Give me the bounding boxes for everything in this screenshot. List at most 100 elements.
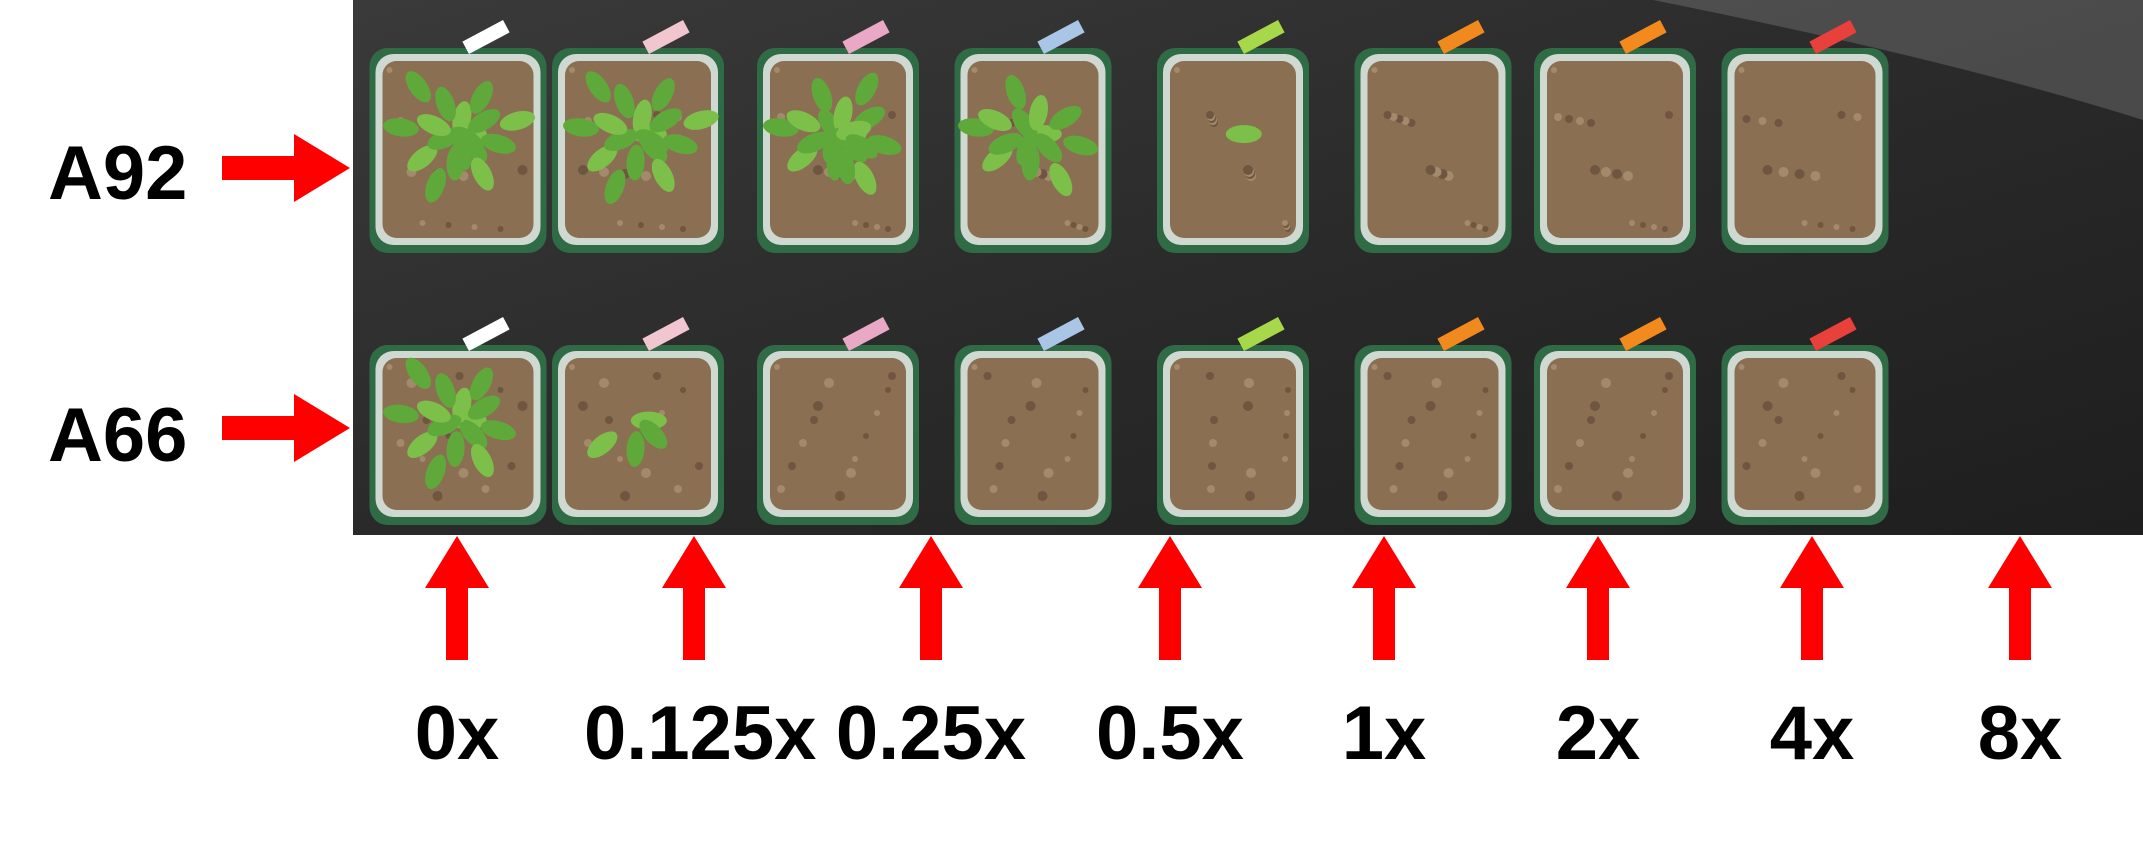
arrow-up-icon [1566, 536, 1630, 660]
pot-a66-5 [1354, 317, 1512, 525]
dose-column: 0.5x [1060, 536, 1280, 774]
leaf [416, 114, 451, 137]
leaf [763, 118, 799, 137]
plant-tag [842, 317, 890, 351]
leaf [1028, 95, 1049, 131]
pot-a66-6 [1534, 317, 1696, 525]
leaf [636, 129, 669, 154]
leaf [451, 126, 484, 152]
plant-tag [1437, 20, 1485, 54]
leaf [585, 71, 611, 103]
leaf [639, 419, 668, 449]
arrow-up-icon [662, 536, 726, 660]
dose-label: 8x [1977, 691, 2063, 776]
leaf [1005, 74, 1026, 110]
leaf [1034, 133, 1063, 163]
leaf [467, 395, 501, 420]
leaf [836, 120, 872, 141]
dose-label: 0x [414, 691, 500, 776]
leaf [425, 168, 447, 203]
dose-column: 8x [1910, 536, 2130, 774]
pot-a92-5 [1354, 20, 1512, 253]
pot-a92-0 [369, 20, 547, 253]
leaf [587, 144, 618, 172]
pot-a66-2 [757, 317, 919, 525]
leaf [563, 118, 599, 137]
dose-column: 1x [1274, 536, 1494, 774]
leaf [1049, 105, 1082, 130]
dose-label: 2x [1555, 691, 1641, 776]
pot-tray-image [353, 0, 2143, 535]
leaf [435, 373, 456, 408]
leaf [452, 387, 472, 424]
leaf [407, 144, 438, 172]
leaf [405, 71, 431, 103]
leaf [836, 148, 856, 185]
leaf [1063, 135, 1099, 156]
dose-label: 0.25x [835, 691, 1027, 776]
row-label-a66: A66 [48, 393, 188, 478]
arrow-up-icon [1138, 536, 1202, 660]
plant-tag [1809, 20, 1857, 54]
plant-tag [462, 20, 510, 54]
plant-tag [1437, 317, 1485, 351]
leaf [632, 99, 652, 136]
dose-column: 0.125x [584, 536, 816, 774]
plant-tag [1037, 20, 1085, 54]
dose-label: 0.5x [1096, 691, 1244, 776]
leaf [604, 169, 626, 205]
dose-column: 4x [1702, 536, 1922, 774]
leaf [626, 144, 645, 181]
pot-tray-photo [353, 0, 2143, 535]
plant-tag [1619, 20, 1667, 54]
plant-tag [642, 20, 690, 54]
leaf [480, 133, 516, 154]
leaf [469, 80, 494, 114]
leaf [603, 129, 638, 152]
leaf [470, 157, 494, 191]
leaf [469, 367, 494, 401]
leaf [853, 161, 877, 195]
plant-tag [1619, 317, 1667, 351]
pot-a66-4 [1157, 317, 1309, 525]
plant-tag [1037, 317, 1085, 351]
arrow-up-icon [1352, 536, 1416, 660]
leaf [626, 431, 645, 467]
leaf [988, 132, 1023, 155]
pot-a92-2 [757, 20, 919, 253]
leaf [978, 108, 1012, 132]
leaf [855, 72, 879, 106]
leaf [446, 431, 465, 467]
row-label-a92: A92 [48, 131, 188, 216]
leaf [651, 158, 675, 192]
arrow-up-icon [1988, 536, 2052, 660]
arrow-up-icon [425, 536, 489, 660]
leaf [587, 431, 618, 458]
leaf [383, 404, 419, 424]
leaf [499, 110, 536, 131]
plant-tag [462, 317, 510, 351]
dose-label: 4x [1769, 691, 1855, 776]
dose-column: 2x [1488, 536, 1708, 774]
arrow-right-icon [222, 134, 350, 202]
leaf [593, 112, 628, 135]
leaf [470, 443, 494, 478]
plant-tag [1237, 20, 1285, 54]
leaf [649, 108, 682, 133]
leaf [845, 134, 878, 159]
pot-a92-7 [1721, 20, 1889, 253]
leaf [425, 454, 447, 490]
pot-a92-6 [1534, 20, 1696, 253]
pot-a66-3 [954, 317, 1112, 525]
leaf [467, 109, 501, 134]
plant-tag [842, 20, 890, 54]
pot-a66-1 [552, 317, 724, 525]
dose-label: 1x [1341, 691, 1427, 776]
pot-a66-0 [369, 317, 547, 525]
dose-column: 0x [347, 536, 567, 774]
leaf [1049, 163, 1073, 197]
leaf [452, 134, 472, 171]
leaf [416, 400, 451, 423]
arrow-up-icon [899, 536, 963, 660]
leaf [797, 131, 831, 154]
